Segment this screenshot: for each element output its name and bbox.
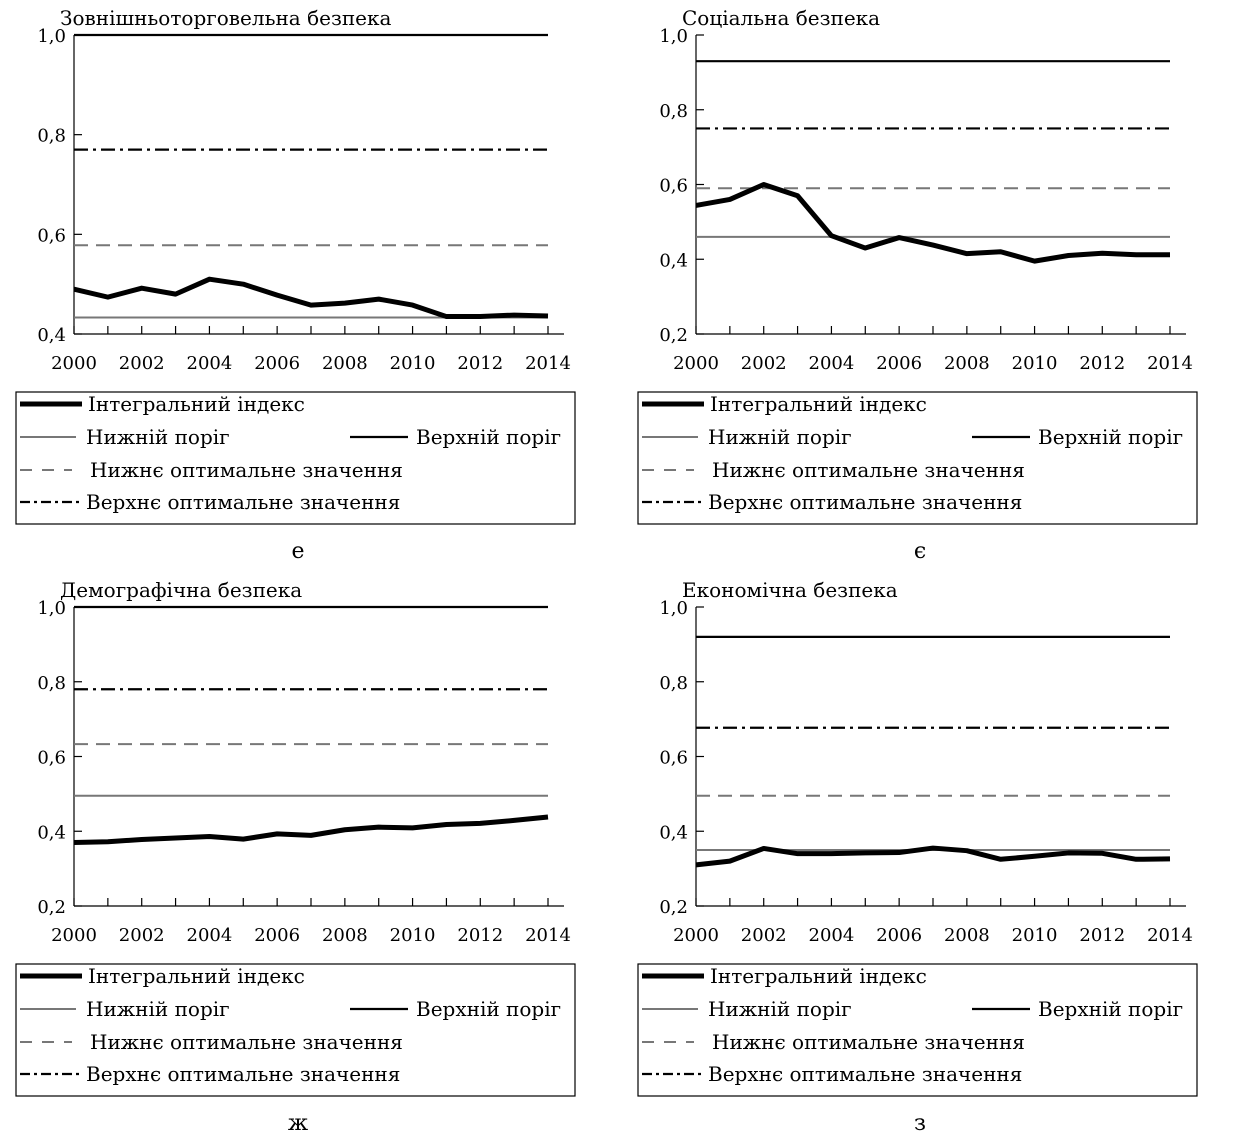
x-tick-label: 2004 bbox=[809, 353, 855, 374]
legend-label-lower-threshold: Нижній поріг bbox=[86, 425, 230, 449]
legend-label-lower-optimal: Нижнє оптимальне значення bbox=[90, 1030, 403, 1054]
legend-label-upper-threshold: Верхній поріг bbox=[1038, 425, 1183, 449]
legend-label-index: Інтегральний індекс bbox=[710, 392, 927, 416]
series-index bbox=[695, 182, 1170, 264]
y-tick-label: 0,6 bbox=[37, 225, 66, 246]
chart-panel-demographic: Демографічна безпека 1,0 0,8 0,6 0,4 0,2 2000 2… bbox=[0, 572, 620, 1143]
chart-title: Соціальна безпека bbox=[682, 6, 880, 30]
x-tick-label: 2012 bbox=[1079, 353, 1125, 374]
legend-label-upper-threshold: Верхній поріг bbox=[1038, 997, 1183, 1021]
legend-box bbox=[637, 391, 1198, 525]
y-tick-label: 0,4 bbox=[37, 822, 66, 843]
chart-title: Зовнішньоторговельна безпека bbox=[60, 6, 392, 30]
legend-box bbox=[15, 391, 576, 525]
x-tick-label: 2004 bbox=[187, 353, 233, 374]
x-tick-label: 2006 bbox=[254, 925, 300, 946]
panel-caption: з bbox=[914, 1111, 926, 1136]
x-tick-label: 2008 bbox=[322, 353, 368, 374]
y-tick-label: 0,8 bbox=[37, 126, 66, 147]
x-tick-label: 2014 bbox=[525, 925, 571, 946]
y-tick-label: 0,8 bbox=[659, 101, 688, 122]
legend-label-lower-threshold: Нижній поріг bbox=[86, 997, 230, 1021]
panel-caption: е bbox=[291, 539, 304, 564]
x-tick-label: 2012 bbox=[1079, 925, 1125, 946]
chart-panel-economic: Економічна безпека 1,0 0,8 0,6 0,4 0,2 2000 200… bbox=[622, 572, 1242, 1143]
legend-label-lower-threshold: Нижній поріг bbox=[708, 425, 852, 449]
x-tick-label: 2002 bbox=[741, 925, 787, 946]
legend-label-upper-optimal: Верхнє оптимальне значення bbox=[86, 490, 400, 514]
x-tick-label: 2008 bbox=[322, 925, 368, 946]
series-index bbox=[695, 845, 1171, 868]
y-tick-label: 0,2 bbox=[659, 897, 688, 918]
legend-label-lower-optimal: Нижнє оптимальне значення bbox=[712, 458, 1025, 482]
x-tick-label: 2004 bbox=[809, 925, 855, 946]
x-tick-label: 2010 bbox=[1012, 925, 1058, 946]
x-tick-label: 2004 bbox=[187, 925, 233, 946]
x-tick-label: 2008 bbox=[944, 353, 990, 374]
x-tick-label: 2000 bbox=[673, 925, 719, 946]
y-tick-label: 0,6 bbox=[37, 748, 66, 769]
legend-box bbox=[637, 963, 1198, 1097]
y-tick-label: 0,6 bbox=[659, 176, 688, 197]
legend-box bbox=[15, 963, 576, 1097]
y-tick-label: 0,4 bbox=[659, 822, 688, 843]
legend-label-upper-optimal: Верхнє оптимальне значення bbox=[708, 1062, 1022, 1086]
x-tick-label: 2000 bbox=[51, 353, 97, 374]
series-index bbox=[73, 814, 549, 845]
x-tick-label: 2014 bbox=[1147, 353, 1193, 374]
legend-label-upper-optimal: Верхнє оптимальне значення bbox=[708, 490, 1022, 514]
y-tick-label: 0,8 bbox=[37, 673, 66, 694]
chart-title: Економічна безпека bbox=[682, 578, 898, 602]
y-tick-label: 0,4 bbox=[659, 250, 688, 271]
legend-label-lower-optimal: Нижнє оптимальне значення bbox=[90, 458, 403, 482]
x-tick-label: 2012 bbox=[457, 353, 503, 374]
y-tick-label: 1,0 bbox=[37, 598, 66, 619]
x-tick-label: 2008 bbox=[944, 925, 990, 946]
x-tick-label: 2000 bbox=[673, 353, 719, 374]
panel-caption: є bbox=[914, 539, 926, 564]
legend-label-upper-threshold: Верхній поріг bbox=[416, 425, 561, 449]
x-tick-label: 2000 bbox=[51, 925, 97, 946]
legend-label-upper-optimal: Верхнє оптимальне значення bbox=[86, 1062, 400, 1086]
series-index bbox=[73, 276, 549, 320]
y-tick-label: 1,0 bbox=[37, 26, 66, 47]
chart-panel-external-trade: Зовнішньоторговельна безпека 1,0 0,8 0,6 0,4… bbox=[0, 0, 620, 571]
x-tick-label: 2006 bbox=[876, 925, 922, 946]
x-tick-label: 2002 bbox=[119, 353, 165, 374]
x-tick-label: 2014 bbox=[1147, 925, 1193, 946]
x-tick-label: 2002 bbox=[741, 353, 787, 374]
x-tick-label: 2006 bbox=[876, 353, 922, 374]
chart-panel-social: Соціальна безпека 1,0 0,8 0,6 0,4 0,2 2000 2002… bbox=[622, 0, 1242, 571]
y-tick-label: 0,4 bbox=[37, 325, 66, 346]
y-tick-label: 1,0 bbox=[659, 26, 688, 47]
y-tick-label: 0,2 bbox=[659, 325, 688, 346]
y-tick-label: 0,6 bbox=[659, 748, 688, 769]
legend-label-lower-threshold: Нижній поріг bbox=[708, 997, 852, 1021]
legend-label-index: Інтегральний індекс bbox=[88, 964, 305, 988]
x-tick-label: 2014 bbox=[525, 353, 571, 374]
x-tick-label: 2010 bbox=[390, 925, 436, 946]
x-tick-label: 2010 bbox=[390, 353, 436, 374]
panel-caption: ж bbox=[288, 1111, 308, 1136]
chart-title: Демографічна безпека bbox=[60, 578, 302, 602]
x-tick-label: 2002 bbox=[119, 925, 165, 946]
y-tick-label: 1,0 bbox=[659, 598, 688, 619]
legend-label-index: Інтегральний індекс bbox=[710, 964, 927, 988]
y-tick-label: 0,2 bbox=[37, 897, 66, 918]
x-tick-label: 2010 bbox=[1012, 353, 1058, 374]
x-tick-label: 2012 bbox=[457, 925, 503, 946]
legend-label-upper-threshold: Верхній поріг bbox=[416, 997, 561, 1021]
y-tick-label: 0,8 bbox=[659, 673, 688, 694]
x-tick-label: 2006 bbox=[254, 353, 300, 374]
legend-label-index: Інтегральний індекс bbox=[88, 392, 305, 416]
legend-label-lower-optimal: Нижнє оптимальне значення bbox=[712, 1030, 1025, 1054]
